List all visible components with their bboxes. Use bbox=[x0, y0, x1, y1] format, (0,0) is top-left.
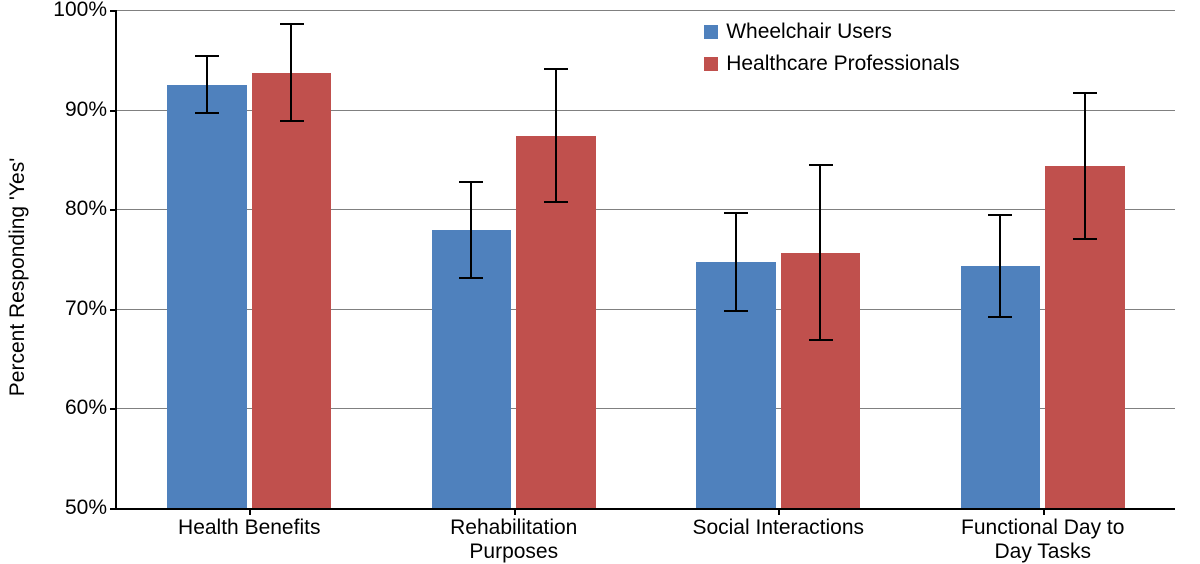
y-tick-label: 70% bbox=[65, 297, 107, 321]
error-bar bbox=[735, 213, 737, 311]
legend-swatch bbox=[704, 57, 718, 71]
y-tick-label: 50% bbox=[65, 496, 107, 520]
error-bar-cap bbox=[724, 310, 748, 312]
x-tick-label: Social Interactions bbox=[646, 516, 911, 540]
y-axis-title: Percent Responding 'Yes' bbox=[6, 158, 30, 396]
error-bar-cap bbox=[195, 55, 219, 57]
error-bar-cap bbox=[988, 316, 1012, 318]
y-tick-label: 60% bbox=[65, 396, 107, 420]
y-tick-label: 100% bbox=[53, 0, 107, 22]
chart-container: Percent Responding 'Yes' 50%60%70%80%90%… bbox=[0, 0, 1200, 554]
error-bar-cap bbox=[1073, 92, 1097, 94]
error-bar bbox=[206, 56, 208, 114]
plot-area: 50%60%70%80%90%100%Health BenefitsRehabi… bbox=[115, 10, 1175, 510]
y-tick-mark bbox=[110, 408, 117, 410]
x-tick-label: Health Benefits bbox=[117, 516, 382, 540]
y-tick-mark bbox=[110, 110, 117, 112]
error-bar-cap bbox=[459, 181, 483, 183]
bar bbox=[252, 73, 331, 508]
error-bar bbox=[999, 215, 1001, 317]
error-bar-cap bbox=[280, 23, 304, 25]
legend-swatch bbox=[704, 25, 718, 39]
error-bar bbox=[819, 165, 821, 340]
y-tick-label: 90% bbox=[65, 98, 107, 122]
legend-item: Healthcare Professionals bbox=[704, 52, 959, 76]
y-tick-mark bbox=[110, 309, 117, 311]
error-bar-cap bbox=[809, 339, 833, 341]
error-bar-cap bbox=[1073, 238, 1097, 240]
error-bar-cap bbox=[724, 212, 748, 214]
bar bbox=[167, 85, 246, 508]
x-tick-label: RehabilitationPurposes bbox=[382, 516, 647, 564]
error-bar-cap bbox=[988, 214, 1012, 216]
x-tick-mark bbox=[249, 508, 251, 515]
error-bar-cap bbox=[809, 164, 833, 166]
error-bar bbox=[555, 69, 557, 202]
y-tick-mark bbox=[110, 508, 117, 510]
y-tick-mark bbox=[110, 209, 117, 211]
legend-label: Wheelchair Users bbox=[726, 20, 892, 44]
error-bar bbox=[1084, 94, 1086, 239]
legend-item: Wheelchair Users bbox=[704, 20, 959, 44]
x-tick-mark bbox=[778, 508, 780, 515]
y-tick-label: 80% bbox=[65, 197, 107, 221]
gridline bbox=[117, 10, 1175, 11]
error-bar-cap bbox=[459, 277, 483, 279]
error-bar-cap bbox=[195, 112, 219, 114]
x-tick-mark bbox=[1043, 508, 1045, 515]
x-tick-mark bbox=[514, 508, 516, 515]
error-bar bbox=[290, 24, 292, 122]
legend: Wheelchair Users Healthcare Professionals bbox=[704, 20, 959, 76]
error-bar bbox=[470, 182, 472, 278]
x-tick-label: Functional Day toDay Tasks bbox=[911, 516, 1176, 564]
y-axis-title-text: Percent Responding 'Yes' bbox=[6, 158, 29, 396]
error-bar-cap bbox=[544, 201, 568, 203]
error-bar-cap bbox=[544, 68, 568, 70]
error-bar-cap bbox=[280, 120, 304, 122]
legend-label: Healthcare Professionals bbox=[726, 52, 959, 76]
y-tick-mark bbox=[110, 10, 117, 12]
